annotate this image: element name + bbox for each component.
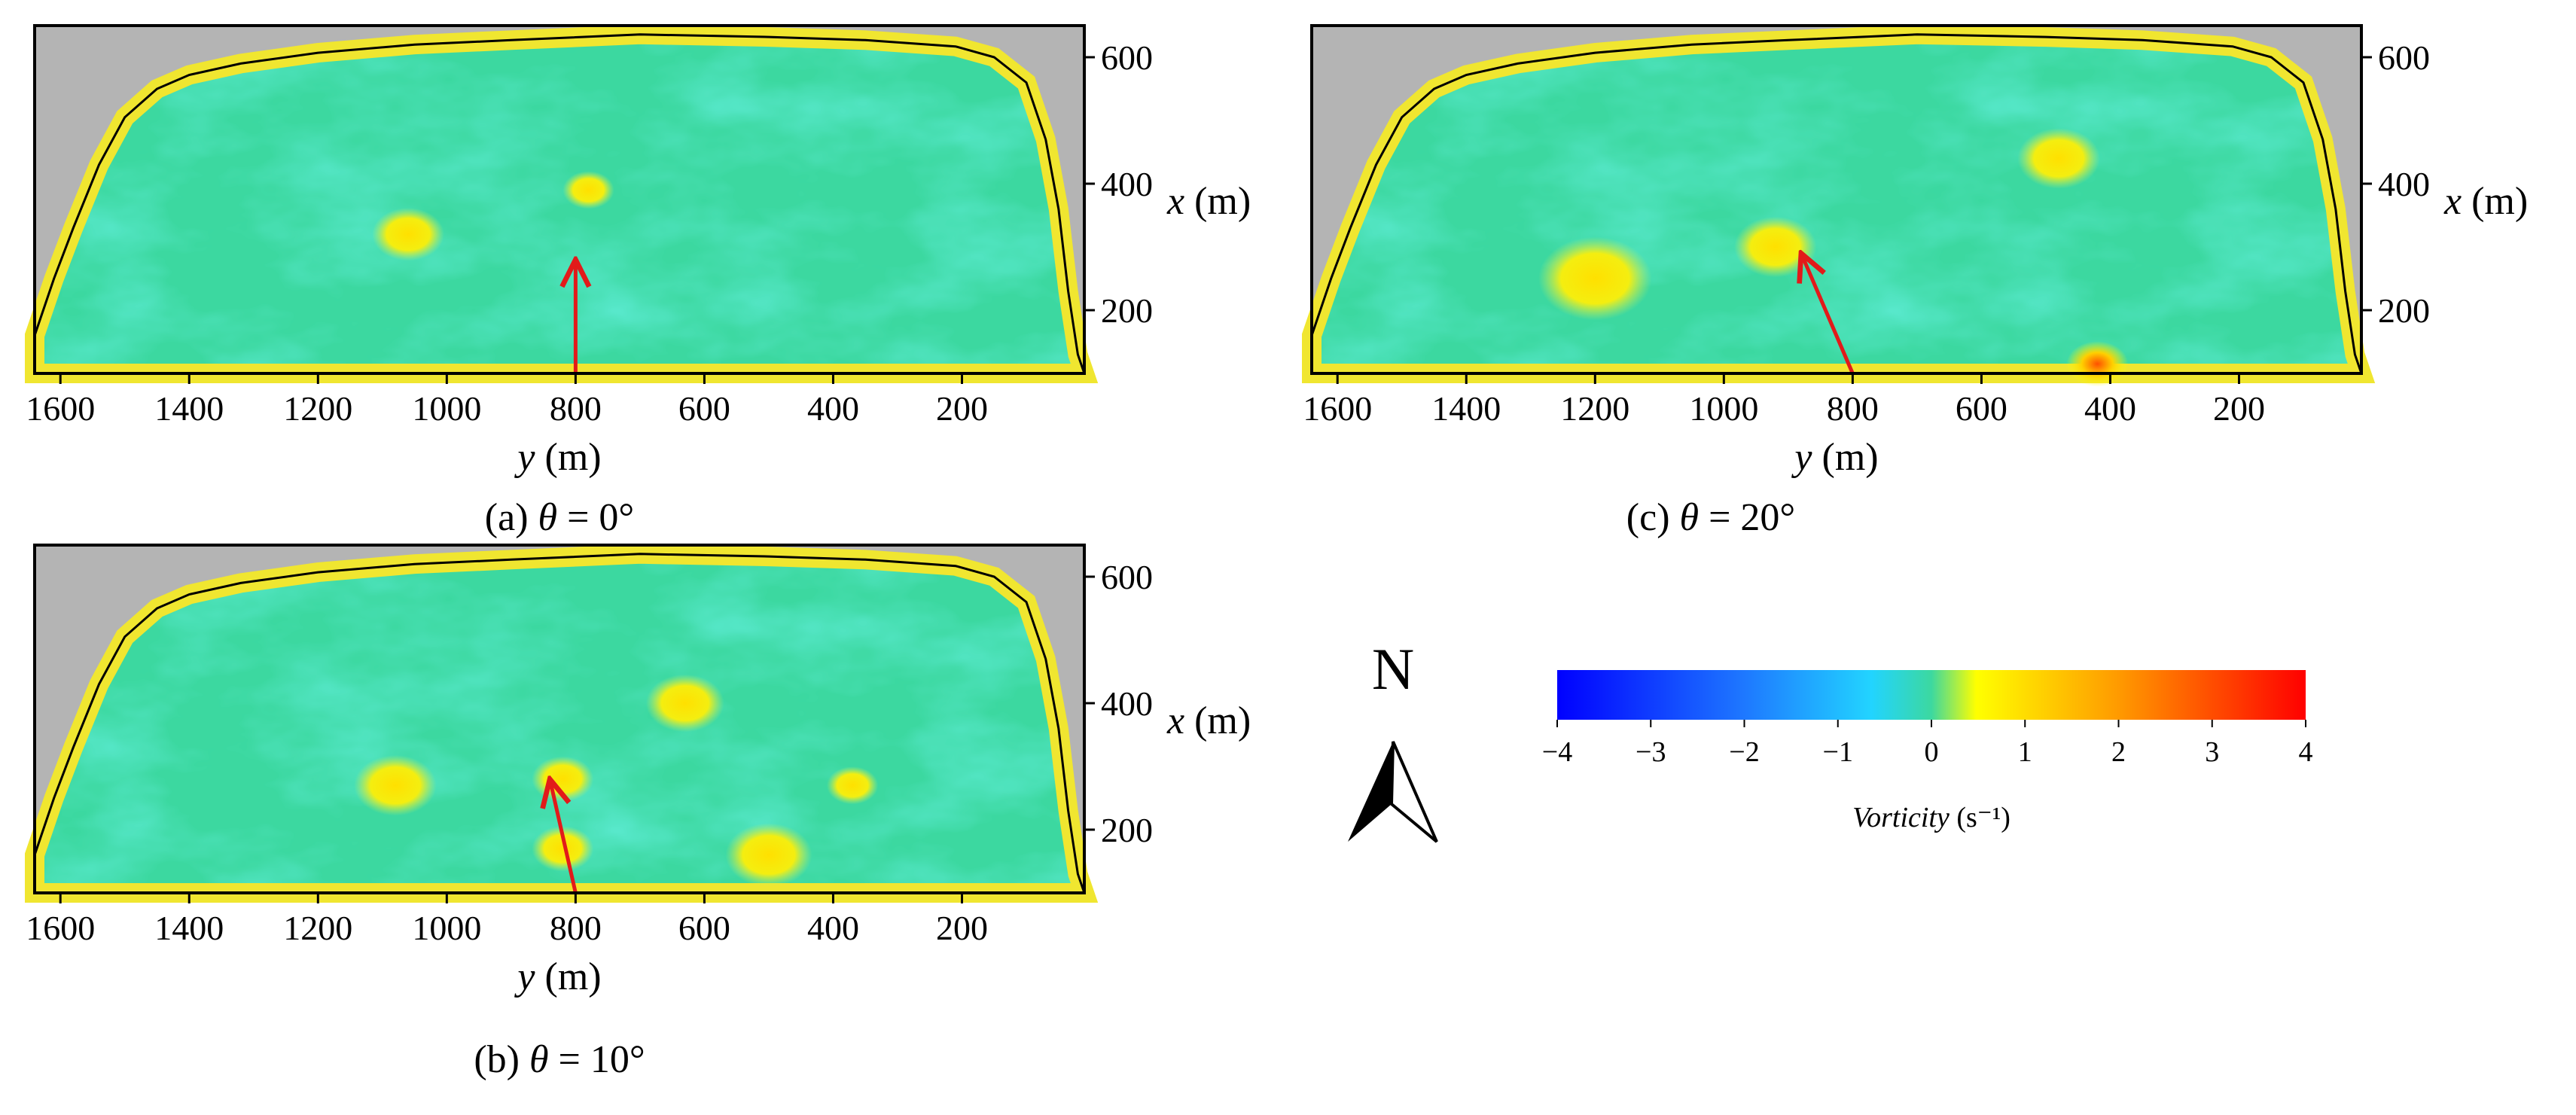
panel-a-xlabel: y (m) [514, 436, 601, 479]
panel-a-vortices [372, 171, 614, 261]
y-tick-label: 200 [1101, 291, 1153, 330]
panel-a-y-axis: 600 400 200 [1084, 38, 1153, 330]
panel-a: 1600 1400 1200 1000 800 600 400 200 600 400 200 y… [25, 24, 1251, 539]
x-tick-label: 1600 [26, 389, 95, 428]
panel-b: 1600 1400 1200 1000 800 600 400 200 600 400 200 y… [25, 544, 1251, 1081]
x-tick-label: 600 [678, 909, 730, 947]
panel-a-ylabel: x (m) [1166, 180, 1251, 223]
x-tick-label: 1000 [412, 909, 481, 947]
colorbar-tick-label: −2 [1729, 736, 1759, 768]
vortex-1 [1734, 216, 1817, 278]
panel-a-x-axis: 1600 1400 1200 1000 800 600 400 200 [26, 373, 988, 428]
colorbar-tick-label: 2 [2111, 736, 2126, 768]
x-tick-label: 200 [2213, 389, 2265, 428]
x-tick-label: 800 [550, 909, 602, 947]
y-tick-label: 600 [1101, 558, 1153, 596]
colorbar-label: Vorticity (s⁻¹) [1852, 802, 2010, 833]
vortex-4 [2066, 341, 2129, 387]
colorbar-tick-label: −1 [1823, 736, 1853, 768]
vortex-3 [532, 825, 594, 872]
vortex-2 [532, 756, 594, 803]
y-tick-label: 400 [2378, 165, 2430, 203]
panel-c: 1600 1400 1200 1000 800 600 400 200 600 400 200 y… [1302, 24, 2528, 539]
colorbar-tick-label: −3 [1636, 736, 1666, 768]
panel-b-vortices [354, 674, 879, 887]
panel-c-caption: (c) θ = 20° [1626, 496, 1795, 539]
x-tick-label: 200 [936, 909, 988, 947]
panel-b-frame [33, 544, 1086, 894]
x-tick-label: 800 [550, 389, 602, 428]
panel-c-shore-line [1310, 33, 2364, 375]
vortex-1 [354, 754, 437, 816]
x-tick-label: 400 [807, 909, 859, 947]
vortex-2 [562, 171, 614, 209]
vortex-1 [372, 207, 444, 261]
colorbar-tick-label: −4 [1542, 736, 1572, 768]
vortex-2 [1538, 236, 1652, 321]
panel-a-caption: (a) θ = 0° [485, 496, 634, 539]
panel-b-x-axis: 1600 1400 1200 1000 800 600 400 200 [26, 893, 988, 947]
colorbar-tick-label: 4 [2299, 736, 2313, 768]
y-tick-label: 200 [2378, 291, 2430, 330]
panel-c-texture [1312, 34, 2361, 374]
x-tick-label: 400 [807, 389, 859, 428]
panel-c-vortices [1538, 128, 2129, 387]
vortex-4 [645, 674, 724, 733]
y-tick-label: 600 [2378, 38, 2430, 77]
colorbar-tick-label: 1 [2018, 736, 2032, 768]
colorbar-gradient [1557, 670, 2306, 720]
panel-c-x-axis: 1600 1400 1200 1000 800 600 400 200 [1303, 373, 2265, 428]
north-arrow-light-half [1389, 741, 1438, 843]
colorbar-tick-label: 0 [1925, 736, 1939, 768]
x-tick-label: 200 [936, 389, 988, 428]
panel-b-xlabel: y (m) [514, 955, 601, 998]
x-tick-label: 1600 [26, 909, 95, 947]
panel-a-frame [33, 24, 1086, 375]
north-arrow: N [1348, 636, 1438, 843]
panel-b-texture [35, 553, 1084, 893]
y-tick-label: 400 [1101, 165, 1153, 203]
panel-a-texture [35, 34, 1084, 374]
north-label: N [1372, 636, 1414, 702]
panel-b-caption: (b) θ = 10° [474, 1038, 645, 1081]
x-tick-label: 1000 [1689, 389, 1758, 428]
x-tick-label: 1000 [412, 389, 481, 428]
panel-a-shore-line [33, 33, 1087, 375]
x-tick-label: 400 [2084, 389, 2136, 428]
panel-c-y-axis: 600 400 200 [2361, 38, 2430, 330]
x-tick-label: 1200 [1560, 389, 1629, 428]
panel-b-shore-line [33, 553, 1087, 894]
y-tick-label: 400 [1101, 684, 1153, 723]
panel-b-y-axis: 600 400 200 [1084, 558, 1153, 849]
vortex-5 [725, 823, 812, 887]
panel-c-ylabel: x (m) [2443, 180, 2528, 223]
panel-c-xlabel: y (m) [1791, 436, 1878, 479]
colorbar-ticks: −4 −3 −2 −1 0 1 2 3 4 [1542, 720, 2313, 768]
x-tick-label: 1200 [283, 389, 352, 428]
x-tick-label: 600 [1956, 389, 2007, 428]
x-tick-label: 1200 [283, 909, 352, 947]
x-tick-label: 600 [678, 389, 730, 428]
north-arrow-dark-half [1348, 742, 1393, 842]
x-tick-label: 1400 [1431, 389, 1501, 428]
colorbar-tick-label: 3 [2205, 736, 2219, 768]
panel-c-frame [1310, 24, 2363, 375]
panel-c-direction-arrow [1801, 253, 1855, 374]
panel-b-ylabel: x (m) [1166, 699, 1251, 742]
x-tick-label: 800 [1827, 389, 1879, 428]
vortex-3 [2017, 128, 2100, 189]
y-tick-label: 600 [1101, 38, 1153, 77]
x-tick-label: 1600 [1303, 389, 1372, 428]
x-tick-label: 1400 [154, 909, 224, 947]
vortex-6 [826, 766, 879, 805]
colorbar: −4 −3 −2 −1 0 1 2 3 4 Vorticity (s⁻¹) [1542, 670, 2313, 833]
y-tick-label: 200 [1101, 811, 1153, 849]
x-tick-label: 1400 [154, 389, 224, 428]
panel-b-direction-arrow [550, 779, 578, 894]
